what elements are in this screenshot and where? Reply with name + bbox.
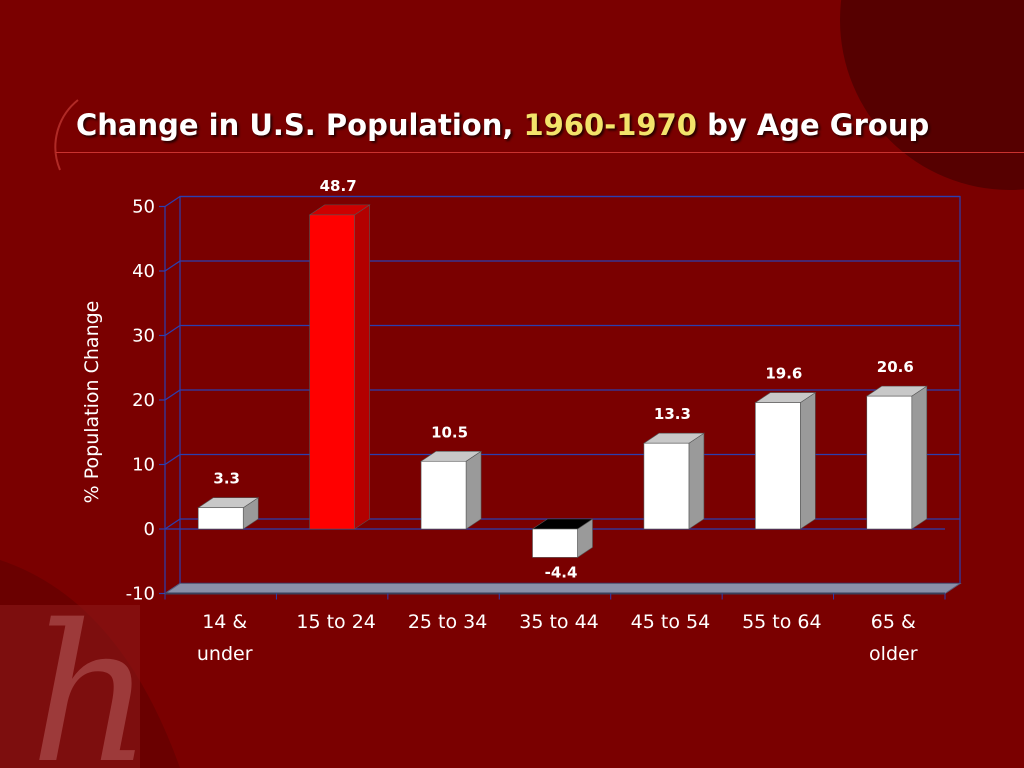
logo-mark: h [30,584,152,768]
slide-title: Change in U.S. Population, 1960-1970 by … [76,108,929,158]
bar-3 [420,450,483,530]
bar-4 [531,518,594,558]
bar-6 [754,392,817,530]
bar-front [755,402,801,530]
data-label-3: 10.5 [431,423,468,441]
bar-front [309,214,355,530]
bar-side [911,385,928,530]
data-label-2: 48.7 [320,177,357,195]
x-category-label: older [869,643,918,665]
data-label-6: 19.6 [765,365,802,383]
y-tick-label: -10 [126,584,155,605]
gridline-side [164,260,181,272]
y-tick-label: 0 [144,519,155,540]
title-underline [56,152,1024,153]
data-label-4: -4.4 [545,563,578,581]
x-category-label: 15 to 24 [296,611,376,633]
bar-side [688,432,705,530]
data-label-1: 3.3 [213,470,240,488]
chart-labels: 50 40 30 20 10 0 -10 3.3 14 & under 48.7 15 to 24 10… [126,177,918,665]
bar-2 [308,204,371,530]
bar-side [354,204,370,530]
bar-side [465,450,482,530]
title-arc-decoration [54,99,79,171]
y-tick-label: 30 [132,326,155,347]
bar-front [197,507,244,530]
title-text-part1: Change in U.S. Population, [76,108,524,142]
logo-tile [0,605,140,768]
gridline-side [164,518,181,530]
bar-7 [865,385,928,530]
title-text-part2: by Age Group [696,108,930,142]
x-category-label: 65 & [871,611,916,633]
bar-front [643,442,690,530]
x-category-label: 55 to 64 [742,611,822,633]
corner-circle-decoration [840,0,1024,190]
bar-side [800,392,816,530]
y-tick-label: 50 [132,197,155,218]
gridline-side [164,196,181,207]
y-tick-label: 20 [132,390,155,411]
x-category-label: 25 to 34 [408,611,488,633]
gridline-side [164,454,181,465]
data-label-5: 13.3 [654,405,691,423]
x-category-label: under [197,643,253,665]
x-category-label: 14 & [202,611,247,633]
gridline-side [164,325,181,336]
chart-floor [163,583,962,594]
bar-5 [642,432,705,530]
y-axis-label: % Population Change [81,301,103,504]
gridline-side [164,389,181,401]
bar-front [532,528,578,558]
data-label-7: 20.6 [877,358,914,376]
bar-1 [197,497,260,530]
y-tick-label: 10 [132,455,155,476]
bar-front [420,460,467,530]
bar-front [866,395,913,530]
x-category-label: 45 to 54 [631,611,711,633]
y-tick-label: 40 [132,261,155,282]
chart-bars [197,204,928,558]
title-year-range: 1960-1970 [523,108,697,142]
x-category-label: 35 to 44 [519,611,599,633]
